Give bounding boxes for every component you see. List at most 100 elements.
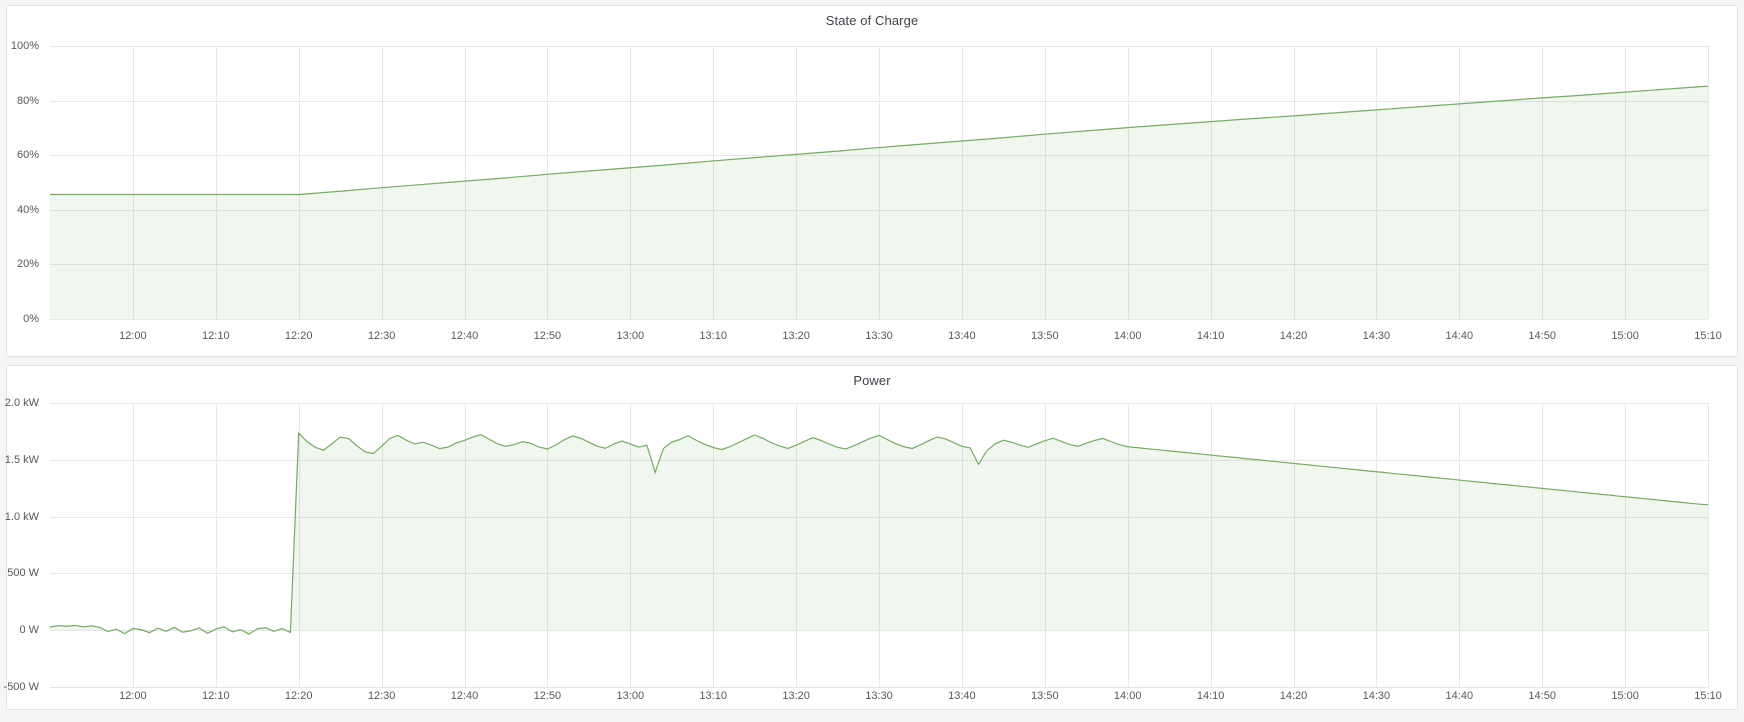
gridline-vertical (1459, 46, 1461, 319)
series-area-fill (50, 433, 1708, 635)
x-tick-label: 14:30 (1362, 330, 1391, 342)
x-tick-label: 13:20 (782, 330, 810, 342)
power-plot-area[interactable] (50, 403, 1709, 688)
y-tick-label: 1.5 kW (4, 453, 39, 466)
gridline-vertical (381, 403, 383, 687)
x-tick-label: 13:30 (865, 330, 893, 342)
gridline-vertical (796, 46, 798, 319)
gridline-vertical (215, 403, 217, 687)
gridline-horizontal (50, 687, 1708, 688)
x-tick-label: 14:10 (1196, 330, 1225, 342)
x-tick-label: 13:10 (699, 690, 727, 702)
gridline-vertical (796, 403, 798, 687)
y-tick-label: 1.0 kW (4, 510, 39, 523)
panel-title-power[interactable]: Power (853, 373, 891, 388)
gridline-vertical (1376, 46, 1378, 319)
gridline-vertical (1376, 403, 1378, 687)
gridline-vertical (132, 403, 134, 687)
gridline-vertical (1210, 46, 1212, 319)
gridline-vertical (298, 46, 300, 319)
gridline-vertical (1625, 46, 1627, 319)
gridline-vertical (298, 403, 300, 687)
x-tick-label: 15:00 (1611, 330, 1639, 342)
x-tick-label: 13:00 (616, 690, 645, 702)
x-tick-label: 12:40 (450, 330, 479, 342)
y-tick-label: 40% (16, 203, 39, 216)
x-tick-label: 13:00 (616, 330, 645, 342)
power-y-axis: -500 W 0 W 500 W 1.0 kW 1.5 kW 2.0 kW (4, 397, 44, 693)
x-tick-label: 12:00 (119, 330, 147, 342)
series-area-fill (50, 86, 1708, 319)
gridline-vertical (1293, 403, 1295, 687)
gridline-vertical (1459, 403, 1461, 687)
soc-x-axis: 12:00 12:10 12:20 12:30 12:40 12:50 13:00 13:10… (50, 330, 1722, 344)
gridline-vertical (1625, 403, 1627, 687)
x-tick-label: 12:50 (533, 330, 562, 342)
gridline-vertical (1044, 403, 1046, 687)
gridline-vertical (1542, 403, 1544, 687)
gridline-vertical (1708, 403, 1709, 687)
gridline-vertical (464, 403, 466, 687)
x-tick-label: 13:50 (1031, 330, 1059, 342)
x-tick-label: 14:00 (1113, 690, 1142, 702)
x-tick-label: 12:50 (533, 690, 562, 702)
x-tick-label: 12:00 (119, 690, 147, 702)
panel-title-state-of-charge[interactable]: State of Charge (825, 13, 919, 28)
y-tick-label: 20% (16, 258, 39, 271)
y-tick-label: 0 W (19, 624, 39, 637)
gridline-vertical (630, 403, 632, 687)
gridline-vertical (713, 403, 715, 687)
x-tick-label: 15:10 (1694, 690, 1722, 702)
gridline-vertical (630, 46, 632, 319)
gridline-horizontal (50, 319, 1708, 320)
gridline-vertical (879, 46, 880, 319)
x-tick-label: 13:30 (865, 690, 893, 702)
gridline-vertical (1127, 403, 1129, 687)
gridline-vertical (381, 46, 383, 319)
soc-plot-area[interactable] (50, 46, 1709, 320)
series-line (50, 433, 1708, 634)
x-tick-label: 15:10 (1694, 330, 1722, 342)
series-line (50, 86, 1708, 194)
x-tick-label: 14:10 (1196, 690, 1225, 702)
series-power (50, 403, 1708, 687)
panel-power: Power -500 W 0 W 500 W 1.0 kW 1.5 kW 2.0 kW 1… (4, 365, 1738, 710)
y-tick-label: 500 W (7, 567, 39, 580)
y-tick-label: 80% (16, 94, 39, 107)
soc-y-axis: 0% 20% 40% 60% 80% 100% (7, 40, 44, 325)
power-x-axis: 12:00 12:10 12:20 12:30 12:40 12:50 13:00 13:10… (50, 690, 1722, 704)
series-state-of-charge (50, 46, 1708, 319)
x-tick-label: 13:40 (948, 690, 976, 702)
gridline-vertical (1127, 46, 1129, 319)
gridline-vertical (215, 46, 217, 319)
x-tick-label: 13:10 (699, 330, 727, 342)
x-tick-label: 12:30 (367, 690, 396, 702)
x-tick-label: 14:40 (1445, 690, 1474, 702)
gridline-vertical (547, 403, 549, 687)
gridline-vertical (547, 46, 549, 319)
gridline-vertical (1542, 46, 1544, 319)
gridline-vertical (713, 46, 715, 319)
gridline-vertical (961, 46, 963, 319)
panel-state-of-charge: State of Charge 0% 20% 40% 60% 80% 100% 12:00… (6, 5, 1738, 357)
x-tick-label: 12:30 (367, 330, 396, 342)
x-tick-label: 13:50 (1031, 690, 1059, 702)
y-tick-label: 60% (16, 149, 39, 162)
y-tick-label: 2.0 kW (4, 397, 39, 409)
x-tick-label: 13:40 (948, 330, 976, 342)
x-tick-label: 15:00 (1611, 690, 1639, 702)
gridline-vertical (464, 46, 466, 319)
x-tick-label: 14:20 (1279, 330, 1308, 342)
x-tick-label: 14:50 (1528, 690, 1556, 702)
gridline-vertical (1210, 403, 1212, 687)
x-tick-label: 14:20 (1279, 690, 1308, 702)
y-tick-label: -500 W (3, 681, 39, 693)
gridline-vertical (1293, 46, 1295, 319)
gridline-vertical (1044, 46, 1046, 319)
gridline-vertical (879, 403, 880, 687)
gridline-vertical (1708, 46, 1709, 319)
x-tick-label: 13:20 (782, 690, 810, 702)
x-tick-label: 14:50 (1528, 330, 1556, 342)
x-tick-label: 14:00 (1113, 330, 1142, 342)
